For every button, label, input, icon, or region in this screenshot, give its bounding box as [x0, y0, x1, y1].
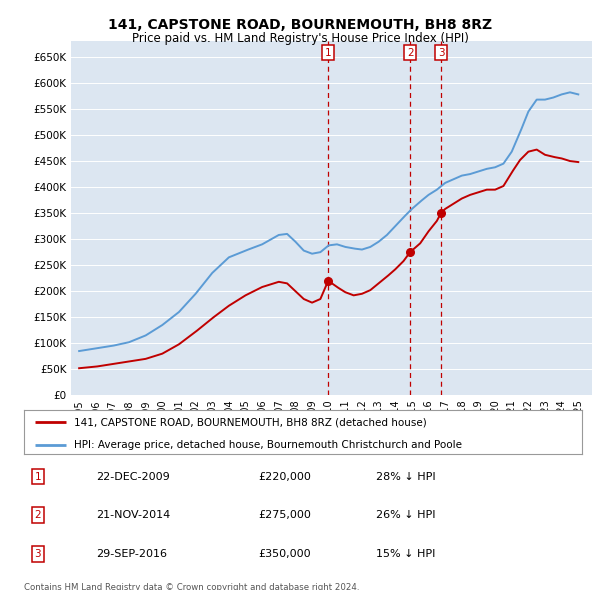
- Text: 29-SEP-2016: 29-SEP-2016: [97, 549, 167, 559]
- Text: 1: 1: [35, 471, 41, 481]
- Text: 141, CAPSTONE ROAD, BOURNEMOUTH, BH8 8RZ (detached house): 141, CAPSTONE ROAD, BOURNEMOUTH, BH8 8RZ…: [74, 418, 427, 427]
- Text: 22-DEC-2009: 22-DEC-2009: [97, 471, 170, 481]
- Text: £275,000: £275,000: [259, 510, 311, 520]
- Text: Price paid vs. HM Land Registry's House Price Index (HPI): Price paid vs. HM Land Registry's House …: [131, 32, 469, 45]
- Text: £220,000: £220,000: [259, 471, 311, 481]
- Text: 3: 3: [438, 48, 445, 58]
- Text: 3: 3: [35, 549, 41, 559]
- Text: HPI: Average price, detached house, Bournemouth Christchurch and Poole: HPI: Average price, detached house, Bour…: [74, 440, 462, 450]
- Text: 2: 2: [407, 48, 413, 58]
- Text: 2: 2: [35, 510, 41, 520]
- Text: 141, CAPSTONE ROAD, BOURNEMOUTH, BH8 8RZ: 141, CAPSTONE ROAD, BOURNEMOUTH, BH8 8RZ: [108, 18, 492, 32]
- Text: 15% ↓ HPI: 15% ↓ HPI: [376, 549, 435, 559]
- Text: 21-NOV-2014: 21-NOV-2014: [97, 510, 171, 520]
- Text: Contains HM Land Registry data © Crown copyright and database right 2024.: Contains HM Land Registry data © Crown c…: [24, 583, 359, 590]
- Text: 28% ↓ HPI: 28% ↓ HPI: [376, 471, 435, 481]
- Text: £350,000: £350,000: [259, 549, 311, 559]
- Text: 26% ↓ HPI: 26% ↓ HPI: [376, 510, 435, 520]
- Text: 1: 1: [325, 48, 332, 58]
